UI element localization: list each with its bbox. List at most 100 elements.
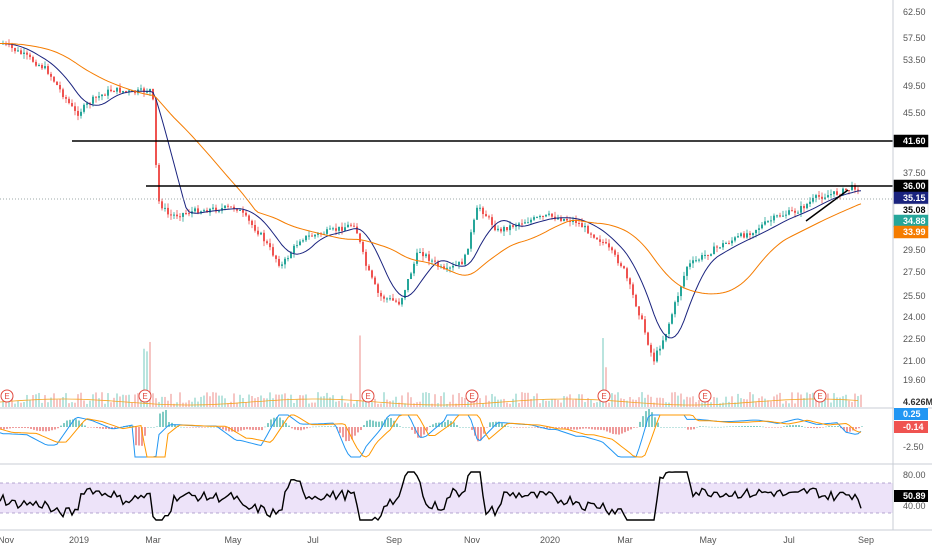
earnings-marker[interactable] xyxy=(0,389,14,403)
candle-body xyxy=(560,217,562,221)
volume-bar xyxy=(266,398,268,407)
candle-body xyxy=(623,266,625,269)
candle-body xyxy=(761,224,763,229)
macd-histogram-bar xyxy=(534,427,536,428)
volume-bar xyxy=(29,399,31,407)
candle-body xyxy=(371,270,373,278)
candle-body xyxy=(386,298,388,300)
candle-body xyxy=(260,232,262,235)
volume-bar xyxy=(383,392,385,407)
candle-body xyxy=(803,205,805,209)
candle-body xyxy=(281,264,283,266)
macd-histogram-bar xyxy=(486,427,488,428)
macd-histogram-bar xyxy=(105,427,107,429)
earnings-marker-label: E xyxy=(817,392,822,401)
macd-histogram-bar xyxy=(510,426,512,428)
price-badge-label: 36.00 xyxy=(903,181,926,191)
candle-body xyxy=(95,96,97,98)
macd-histogram-bar xyxy=(420,427,422,438)
candle-body xyxy=(257,230,259,235)
volume-bar xyxy=(851,402,853,407)
time-tick-label: Sep xyxy=(858,535,874,545)
volume-bar xyxy=(191,401,193,407)
volume-bar xyxy=(404,403,406,407)
candle-body xyxy=(428,254,430,261)
volume-bar xyxy=(71,402,73,407)
volume-bar xyxy=(713,396,715,407)
volume-bar xyxy=(596,402,598,407)
volume-bar xyxy=(221,395,223,407)
macd-histogram-bar xyxy=(351,427,353,440)
macd-histogram-bar xyxy=(678,427,680,428)
earnings-marker[interactable] xyxy=(361,389,375,403)
macd-histogram-bar xyxy=(624,427,626,433)
time-axis[interactable]: Nov 2019 Mar May Jul Sep Nov 2020 Mar May Jul Sep xyxy=(0,535,874,545)
macd-histogram-bar xyxy=(150,427,152,428)
earnings-marker-label: E xyxy=(601,392,606,401)
candle-body xyxy=(452,265,454,268)
macd-histogram-bar xyxy=(165,410,167,427)
macd-histogram-bar xyxy=(477,427,479,442)
volume-bar xyxy=(188,400,190,407)
candle-body xyxy=(221,208,223,211)
candle-body xyxy=(710,254,712,256)
volume-bar xyxy=(677,395,679,407)
macd-histogram-bar xyxy=(783,426,785,427)
earnings-marker[interactable] xyxy=(698,389,712,403)
macd-histogram-bar xyxy=(183,426,185,428)
candle-body xyxy=(845,188,847,191)
volume-bar xyxy=(488,400,490,407)
macd-histogram-bar xyxy=(0,427,2,430)
macd-histogram-bar xyxy=(324,426,326,427)
macd-histogram-bar xyxy=(795,425,797,427)
macd-histogram-bar xyxy=(381,421,383,427)
earnings-marker[interactable] xyxy=(465,389,479,403)
macd-histogram-bar xyxy=(213,426,215,428)
volume-ma-line xyxy=(0,398,859,406)
macd-histogram-bar xyxy=(276,417,278,427)
volume-bar xyxy=(827,393,829,407)
macd-histogram-bar xyxy=(561,427,563,429)
macd-histogram-bar xyxy=(522,427,524,428)
candle-body xyxy=(626,268,628,279)
volume-bar xyxy=(326,392,328,407)
earnings-marker[interactable] xyxy=(813,389,827,403)
candle-body xyxy=(236,208,238,211)
volume-bar xyxy=(719,403,721,407)
candle-body xyxy=(401,298,403,305)
volume-bar xyxy=(650,396,652,407)
volume-bar xyxy=(167,400,169,407)
candle-body xyxy=(746,233,748,238)
candle-body xyxy=(23,52,25,54)
macd-histogram-bar xyxy=(15,427,17,428)
time-tick-label: Mar xyxy=(617,535,633,545)
volume-bar xyxy=(746,399,748,407)
candle-body xyxy=(329,228,331,230)
macd-histogram-bar xyxy=(546,427,548,429)
candle-body xyxy=(41,64,43,69)
candle-body xyxy=(161,201,163,209)
earnings-marker[interactable] xyxy=(597,389,611,403)
trend-line[interactable] xyxy=(805,189,849,222)
candle-body xyxy=(647,332,649,345)
macd-histogram-bar xyxy=(570,427,572,430)
candle-body xyxy=(296,245,298,247)
candle-body xyxy=(776,215,778,217)
macd-histogram-bar xyxy=(549,427,551,429)
macd-histogram-bar xyxy=(630,427,632,430)
volume-bar xyxy=(101,392,103,407)
volume-bar xyxy=(452,394,454,407)
volume-bar xyxy=(608,402,610,407)
candle-body xyxy=(209,208,211,213)
price-badge-resistance xyxy=(893,134,929,148)
candle-body xyxy=(308,235,310,237)
macd-histogram-bar xyxy=(825,426,827,428)
macd-histogram-bar xyxy=(591,427,593,430)
earnings-marker[interactable] xyxy=(138,389,152,403)
candle-body xyxy=(632,284,634,295)
volume-bar xyxy=(146,351,148,407)
macd-histogram-bar xyxy=(363,425,365,427)
macd-histogram-bar xyxy=(861,426,863,427)
